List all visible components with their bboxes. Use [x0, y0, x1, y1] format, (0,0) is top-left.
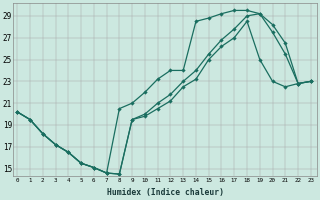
X-axis label: Humidex (Indice chaleur): Humidex (Indice chaleur): [107, 188, 224, 197]
